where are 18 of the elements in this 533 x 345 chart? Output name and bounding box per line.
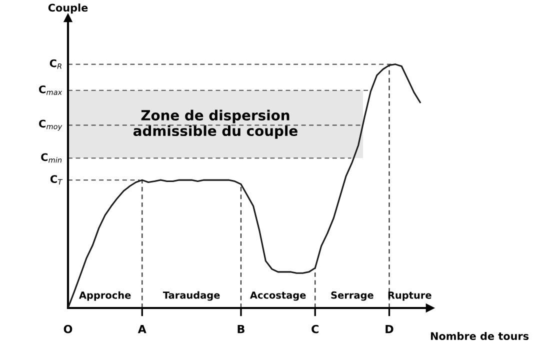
x-tick-label: B xyxy=(238,325,244,334)
x-tick-label: O xyxy=(64,324,72,334)
annotation: Taraudage xyxy=(162,291,220,301)
ref-line-label: C$_{T}$ xyxy=(50,175,63,185)
y-axis-title: Couple xyxy=(48,4,88,14)
ref-line-label: C$_{min}$ xyxy=(41,153,62,163)
annotation: Serrage xyxy=(331,291,374,301)
ref-line-label: C$_{moy}$ xyxy=(39,120,62,131)
annotation: Approche xyxy=(79,291,131,301)
ref-line-label: C$_{max}$ xyxy=(39,85,62,95)
band-label: Zone de dispersion admissible du couple xyxy=(133,110,298,139)
x-tick-label: C xyxy=(312,324,318,334)
annotation: Rupture xyxy=(388,292,432,301)
annotation: Accostage xyxy=(250,292,306,301)
x-tick-label: A xyxy=(138,325,146,334)
x-tick-label: D xyxy=(386,325,394,334)
ref-line-label: C$_{R}$ xyxy=(50,59,62,69)
x-axis-title: Nombre de tours xyxy=(430,332,529,340)
